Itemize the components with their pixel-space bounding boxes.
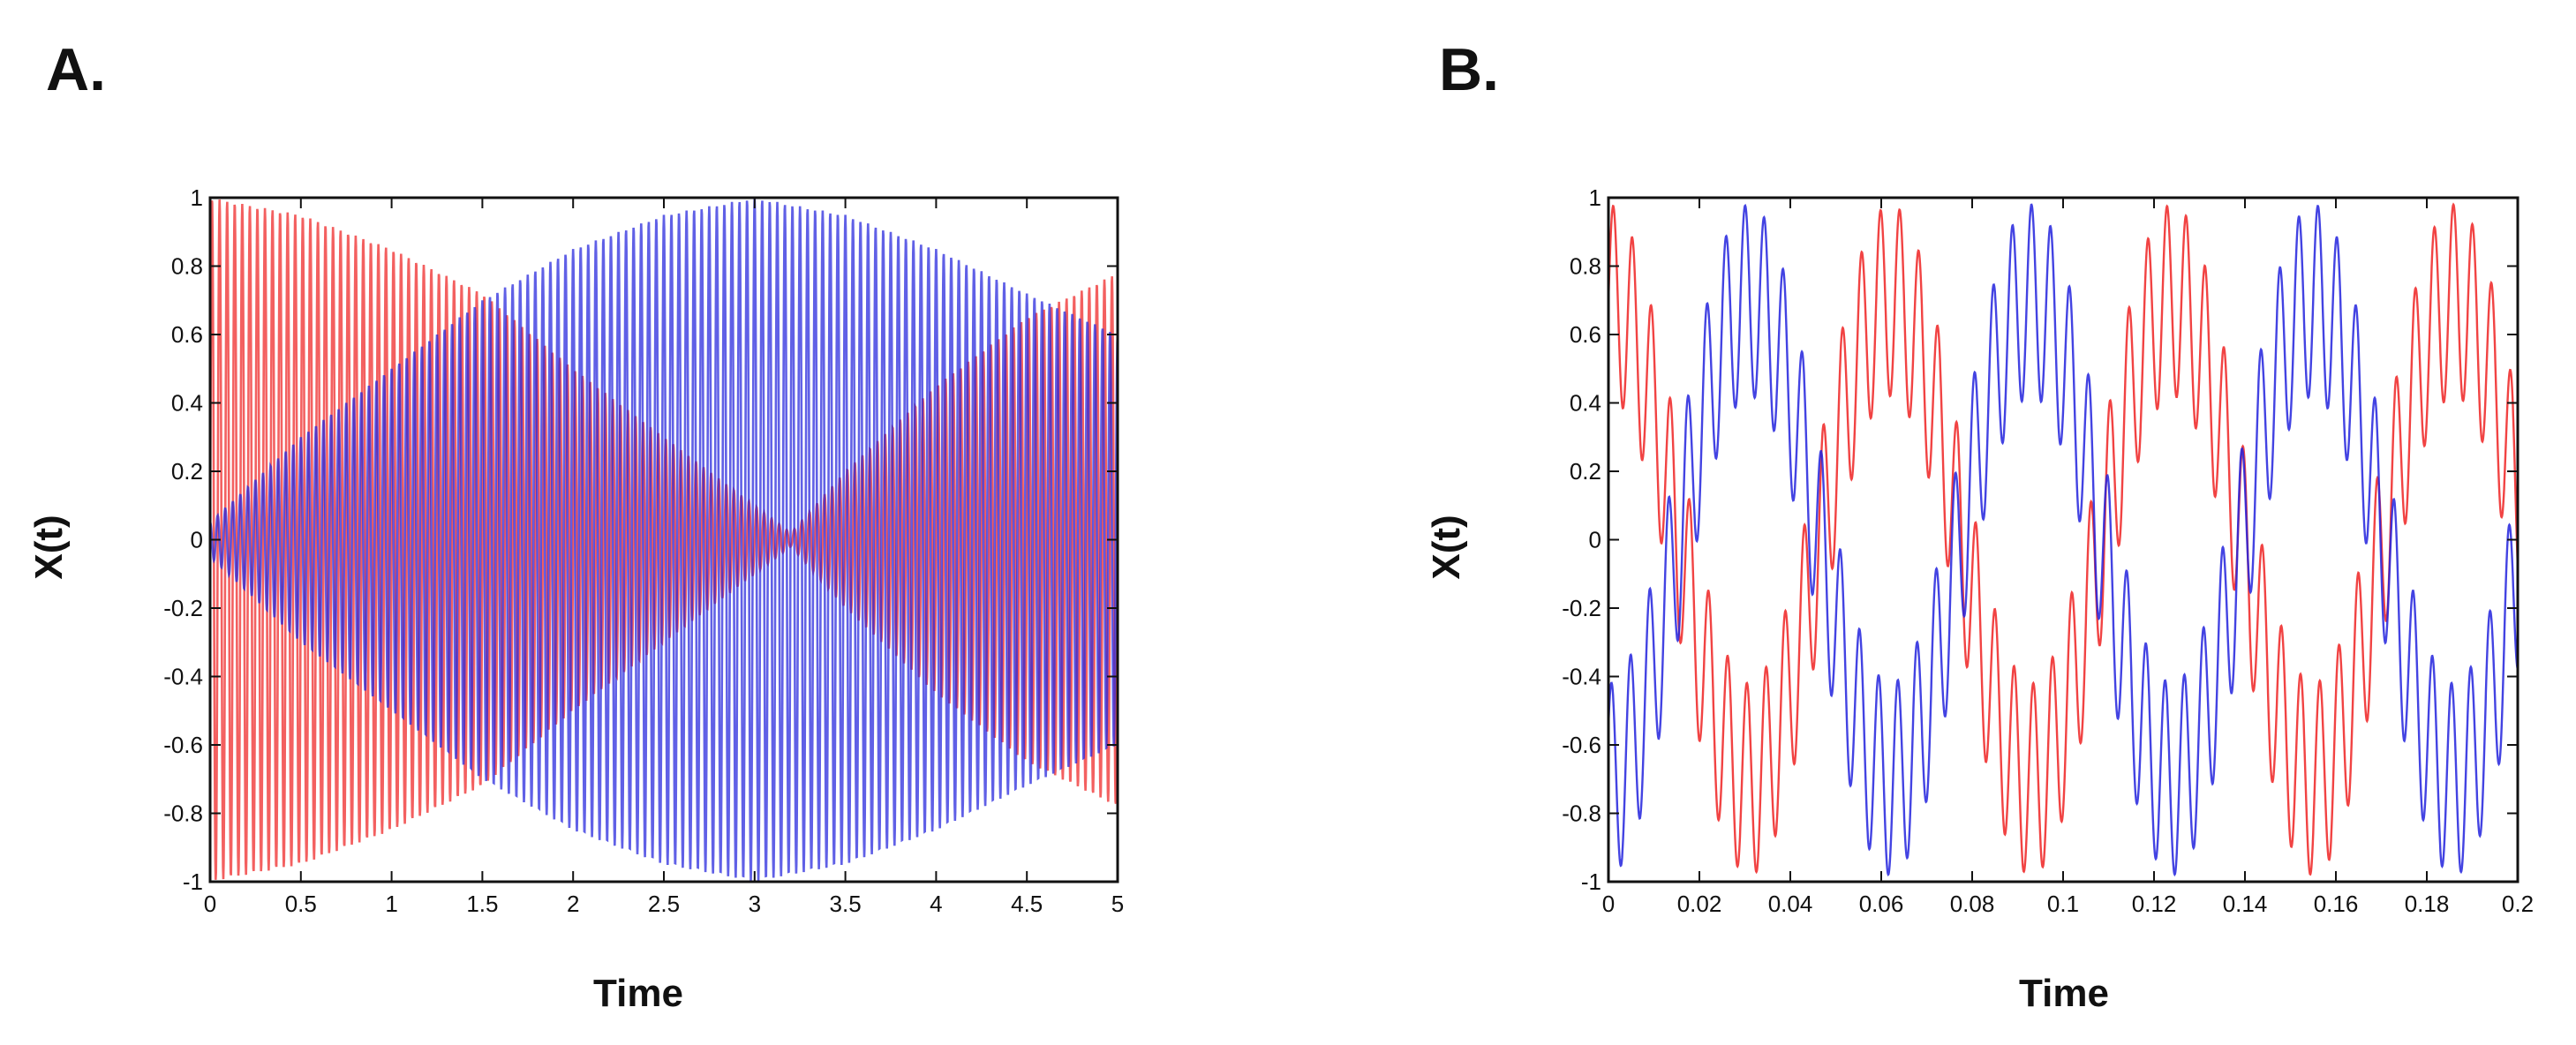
chart-a-series	[208, 197, 1119, 881]
chart-b-series-red	[1607, 202, 2520, 876]
chart-a-xtick-label: 1	[385, 891, 397, 917]
chart-b-xtick-label: 0.2	[2502, 891, 2534, 917]
chart-b-ytick-label: -0.4	[1562, 664, 1601, 690]
chart-a-ytick-label: 1	[191, 184, 203, 211]
chart-a-xtick-label: 3	[749, 891, 761, 917]
chart-b-ytick-label: 1	[1589, 184, 1601, 211]
chart-b-xtick-label: 0.12	[2132, 891, 2177, 917]
chart-b-xtick-label: 0.14	[2223, 891, 2268, 917]
chart-a: A. X(t) Time 0 0.5 1 1.5 2 2.5 3 3.5 4 4.5 5 1 0.8 0.…	[27, 36, 1124, 1015]
chart-a-xtick-label: 0.5	[285, 891, 317, 917]
chart-b-xtick-label: 0.02	[1677, 891, 1722, 917]
chart-b-xtick-label: 0.16	[2314, 891, 2359, 917]
chart-b-ytick-label: 0.6	[1570, 321, 1601, 348]
chart-b-xtick-label: 0.18	[2405, 891, 2450, 917]
chart-b-ytick-label: -0.6	[1562, 732, 1601, 758]
chart-a-ticks: 0 0.5 1 1.5 2 2.5 3 3.5 4 4.5 5 1 0.8 0.6 0.4 0.2 0 -0.2 -…	[163, 184, 1124, 917]
chart-b-xtick-label: 0.08	[1950, 891, 1995, 917]
chart-a-ytick-label: -0.2	[163, 595, 203, 621]
chart-b-ytick-label: 0.8	[1570, 253, 1601, 280]
chart-b-ticks: 0 0.02 0.04 0.06 0.08 0.1 0.12 0.14 0.16 0.18 0.2 1…	[1562, 184, 2534, 917]
chart-a-xtick-label: 2.5	[648, 891, 680, 917]
chart-b-ytick-label: 0	[1589, 527, 1601, 553]
chart-b-xtick-label: 0.04	[1768, 891, 1813, 917]
chart-a-ytick-label: -1	[183, 868, 203, 895]
chart-b-xtick-label: 0	[1602, 891, 1615, 917]
chart-a-xtick-label: 4.5	[1011, 891, 1043, 917]
chart-a-xtick-label: 1.5	[466, 891, 498, 917]
chart-b-ylabel: X(t)	[1425, 515, 1468, 579]
chart-a-ytick-label: -0.6	[163, 732, 203, 758]
chart-b-series	[1607, 202, 2520, 877]
panel-a-label: A.	[46, 36, 106, 103]
chart-b-ytick-label: 0.2	[1570, 458, 1601, 485]
panel-b-label: B.	[1439, 36, 1499, 103]
chart-a-ytick-label: 0.4	[171, 390, 203, 417]
chart-b-series-blue	[1607, 203, 2520, 877]
chart-a-series-blue	[208, 197, 1119, 881]
chart-a-xtick-label: 2	[567, 891, 579, 917]
chart-a-ylabel: X(t)	[27, 515, 71, 579]
chart-a-ytick-label: 0.6	[171, 321, 203, 348]
chart-a-ytick-label: 0.2	[171, 458, 203, 485]
chart-a-xtick-label: 4	[930, 891, 942, 917]
chart-a-xtick-label: 5	[1111, 891, 1124, 917]
chart-b-ytick-label: 0.4	[1570, 390, 1601, 417]
chart-b-xtick-label: 0.1	[2047, 891, 2079, 917]
chart-a-ytick-label: 0	[191, 527, 203, 553]
chart-a-xtick-label: 0	[204, 891, 216, 917]
chart-b-ytick-label: -0.8	[1562, 801, 1601, 827]
chart-b-xlabel: Time	[2019, 972, 2109, 1015]
chart-a-ytick-label: -0.8	[163, 801, 203, 827]
chart-b-xtick-label: 0.06	[1859, 891, 1904, 917]
chart-a-ytick-label: -0.4	[163, 664, 203, 690]
chart-b-ytick-label: -0.2	[1562, 595, 1601, 621]
chart-a-ytick-label: 0.8	[171, 253, 203, 280]
chart-b: B. X(t) Time 0 0.02 0.04 0.06 0.08 0.1 0.12 0.1…	[1425, 36, 2534, 1015]
chart-b-ytick-label: -1	[1581, 868, 1601, 895]
chart-a-xtick-label: 3.5	[830, 891, 862, 917]
chart-a-xlabel: Time	[593, 972, 683, 1015]
chart-a-series-red	[208, 199, 1119, 880]
